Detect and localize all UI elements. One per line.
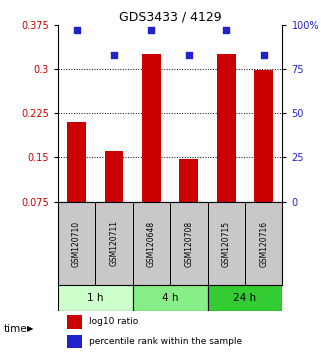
Text: 4 h: 4 h [162, 293, 178, 303]
Bar [142, 54, 161, 201]
Text: GSM120716: GSM120716 [259, 221, 268, 267]
Point [74, 27, 79, 33]
Bar [58, 285, 133, 311]
Point [186, 52, 191, 58]
Text: time: time [3, 324, 27, 333]
Bar [105, 152, 123, 201]
Point [111, 52, 117, 58]
Point [224, 27, 229, 33]
Bar [67, 315, 82, 329]
Bar [133, 285, 208, 311]
Text: log10 ratio: log10 ratio [89, 318, 138, 326]
Text: ▶: ▶ [27, 324, 34, 333]
Point [261, 52, 266, 58]
Bar [179, 159, 198, 201]
Bar [217, 54, 236, 201]
Text: GSM120715: GSM120715 [222, 221, 231, 267]
Text: GSM120648: GSM120648 [147, 221, 156, 267]
Point [149, 27, 154, 33]
Text: GSM120711: GSM120711 [109, 221, 118, 267]
Bar [67, 335, 82, 348]
Text: percentile rank within the sample: percentile rank within the sample [89, 337, 242, 346]
Bar [67, 122, 86, 201]
Text: 24 h: 24 h [233, 293, 256, 303]
Bar [208, 285, 282, 311]
Text: GSM120710: GSM120710 [72, 221, 81, 267]
Bar [254, 70, 273, 201]
Title: GDS3433 / 4129: GDS3433 / 4129 [119, 11, 221, 24]
Text: GSM120708: GSM120708 [184, 221, 193, 267]
Text: 1 h: 1 h [87, 293, 103, 303]
